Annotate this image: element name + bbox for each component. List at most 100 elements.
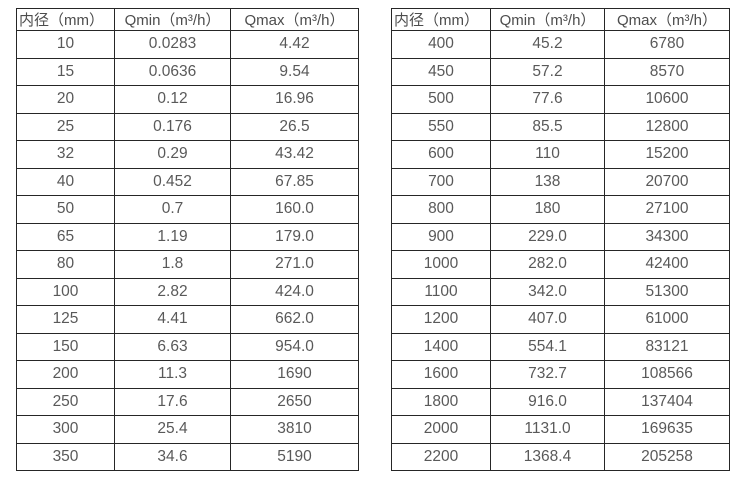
table-cell: 15200 [604,140,730,169]
table-row: 20 0.12 16.96 [16,85,359,114]
table-cell: 169635 [604,415,730,444]
table-cell: 400 [391,30,491,59]
table-cell: 732.7 [490,360,605,389]
table-row: 10 0.0283 4.42 [16,30,359,59]
header-row: 内径（mm） Qmin（m³/h） Qmax（m³/h） [16,8,359,31]
table-row: 800 180 27100 [391,195,730,224]
table-cell: 34.6 [114,442,231,471]
table-row: 1200 407.0 61000 [391,305,730,334]
table-cell: 85.5 [490,112,605,141]
table-cell: 1400 [391,332,491,361]
table-cell: 40 [16,167,115,196]
table-cell: 67.85 [230,167,359,196]
table-cell: 282.0 [490,250,605,279]
column-header: Qmin（m³/h） [490,8,605,31]
table-cell: 108566 [604,360,730,389]
table-cell: 57.2 [490,57,605,86]
table-cell: 0.29 [114,140,231,169]
table-cell: 42400 [604,250,730,279]
table-cell: 15 [16,57,115,86]
table-cell: 6.63 [114,332,231,361]
table-row: 25 0.176 26.5 [16,112,359,141]
table-cell: 1.8 [114,250,231,279]
table-cell: 27100 [604,195,730,224]
table-cell: 25 [16,112,115,141]
table-row: 40 0.452 67.85 [16,167,359,196]
table-cell: 137404 [604,387,730,416]
table-cell: 12800 [604,112,730,141]
table-cell: 51300 [604,277,730,306]
table-cell: 20 [16,85,115,114]
table-row: 550 85.5 12800 [391,112,730,141]
table-row: 600 110 15200 [391,140,730,169]
table-cell: 45.2 [490,30,605,59]
table-cell: 8570 [604,57,730,86]
table-cell: 26.5 [230,112,359,141]
table-cell: 6780 [604,30,730,59]
table-cell: 0.176 [114,112,231,141]
table-row: 32 0.29 43.42 [16,140,359,169]
table-cell: 1200 [391,305,491,334]
table-row: 1400 554.1 83121 [391,332,730,361]
table-cell: 550 [391,112,491,141]
table-cell: 11.3 [114,360,231,389]
table-cell: 17.6 [114,387,231,416]
table-cell: 83121 [604,332,730,361]
table-cell: 77.6 [490,85,605,114]
column-header: 内径（mm） [16,8,115,31]
table-cell: 50 [16,195,115,224]
table-cell: 2200 [391,442,491,471]
table-cell: 229.0 [490,222,605,251]
table-cell: 43.42 [230,140,359,169]
table-cell: 407.0 [490,305,605,334]
table-cell: 250 [16,387,115,416]
table-cell: 1600 [391,360,491,389]
table-cell: 900 [391,222,491,251]
table-cell: 5190 [230,442,359,471]
header-row: 内径（mm） Qmin（m³/h） Qmax（m³/h） [391,8,730,31]
table-cell: 16.96 [230,85,359,114]
table-cell: 205258 [604,442,730,471]
table-row: 200 11.3 1690 [16,360,359,389]
table-row: 1100 342.0 51300 [391,277,730,306]
table-cell: 20700 [604,167,730,196]
table-row: 500 77.6 10600 [391,85,730,114]
table-row: 150 6.63 954.0 [16,332,359,361]
table-cell: 916.0 [490,387,605,416]
table-row: 1800 916.0 137404 [391,387,730,416]
table-cell: 4.41 [114,305,231,334]
table-cell: 1000 [391,250,491,279]
table-cell: 10 [16,30,115,59]
table-row: 50 0.7 160.0 [16,195,359,224]
table-cell: 0.7 [114,195,231,224]
table-row: 2000 1131.0 169635 [391,415,730,444]
table-cell: 271.0 [230,250,359,279]
table-cell: 32 [16,140,115,169]
table-row: 1000 282.0 42400 [391,250,730,279]
table-cell: 200 [16,360,115,389]
table-cell: 554.1 [490,332,605,361]
table-row: 350 34.6 5190 [16,442,359,471]
table-cell: 662.0 [230,305,359,334]
table-cell: 2650 [230,387,359,416]
table-cell: 1131.0 [490,415,605,444]
table-cell: 3810 [230,415,359,444]
table-cell: 34300 [604,222,730,251]
table-cell: 800 [391,195,491,224]
table-row: 400 45.2 6780 [391,30,730,59]
table-cell: 160.0 [230,195,359,224]
table-cell: 150 [16,332,115,361]
table-cell: 424.0 [230,277,359,306]
table-cell: 1100 [391,277,491,306]
table-cell: 61000 [604,305,730,334]
table-cell: 25.4 [114,415,231,444]
table-cell: 125 [16,305,115,334]
table-cell: 179.0 [230,222,359,251]
table-row: 700 138 20700 [391,167,730,196]
table-row: 900 229.0 34300 [391,222,730,251]
table-cell: 0.0283 [114,30,231,59]
table-row: 100 2.82 424.0 [16,277,359,306]
table-row: 250 17.6 2650 [16,387,359,416]
table-cell: 700 [391,167,491,196]
